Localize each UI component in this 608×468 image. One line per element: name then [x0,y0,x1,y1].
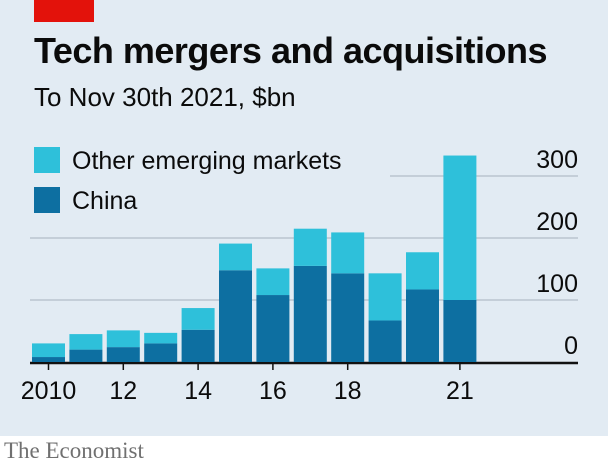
bar-other-emerging-2010 [32,343,65,358]
bar-other-emerging-2018 [331,232,365,274]
x-tick-label: 21 [446,377,474,405]
bar-other-emerging-2013 [144,332,178,344]
y-tick-label: 100 [536,270,578,298]
y-tick-label: 0 [564,332,578,360]
bar-other-emerging-2014 [181,308,215,330]
bar-china-2021 [443,300,477,362]
x-tick-label: 18 [334,377,362,405]
bars [32,155,477,362]
source-credit: The Economist [4,438,144,463]
bar-china-2017 [293,265,327,362]
legend-label: Other emerging markets [72,147,342,175]
bar-china-2020 [406,289,439,362]
bar-china-2011 [69,349,103,362]
legend-swatch-china [34,187,60,213]
x-tick-label: 12 [109,377,137,405]
y-axis-labels: 0 100 200 300 [536,146,578,360]
bar-china-2014 [181,329,215,362]
bar-china-2015 [219,270,252,362]
bar-china-2010 [32,357,65,362]
y-tick-label: 300 [536,146,578,174]
y-tick-label: 200 [536,208,578,236]
bar-other-emerging-2017 [293,228,327,266]
legend: Other emerging markets China [34,147,342,215]
bar-china-2012 [106,347,140,362]
x-tick-label: 2010 [21,377,77,405]
chart-card: Tech mergers and acquisitions To Nov 30t… [0,0,608,436]
bar-other-emerging-2011 [69,334,103,350]
x-tick-label: 14 [184,377,212,405]
accent-bar [34,0,94,22]
bar-china-2013 [144,343,178,362]
chart-subtitle: To Nov 30th 2021, $bn [34,82,296,112]
bar-other-emerging-2020 [406,252,439,290]
bar-china-2016 [256,295,290,362]
bar-china-2019 [368,320,402,362]
chart-title: Tech mergers and acquisitions [34,30,547,71]
stacked-bar-chart: 0 100 200 300 2010 12 14 16 18 21 Other emerging… [21,146,578,405]
bar-other-emerging-2016 [256,268,290,296]
legend-label: China [72,187,137,215]
bar-other-emerging-2012 [106,330,140,348]
x-axis-labels: 2010 12 14 16 18 21 [21,362,474,405]
bar-other-emerging-2015 [219,243,252,271]
bar-other-emerging-2019 [368,273,402,321]
bar-china-2018 [331,273,365,362]
legend-swatch-other-emerging [34,147,60,173]
bar-other-emerging-2021 [443,155,477,300]
x-tick-label: 16 [259,377,287,405]
